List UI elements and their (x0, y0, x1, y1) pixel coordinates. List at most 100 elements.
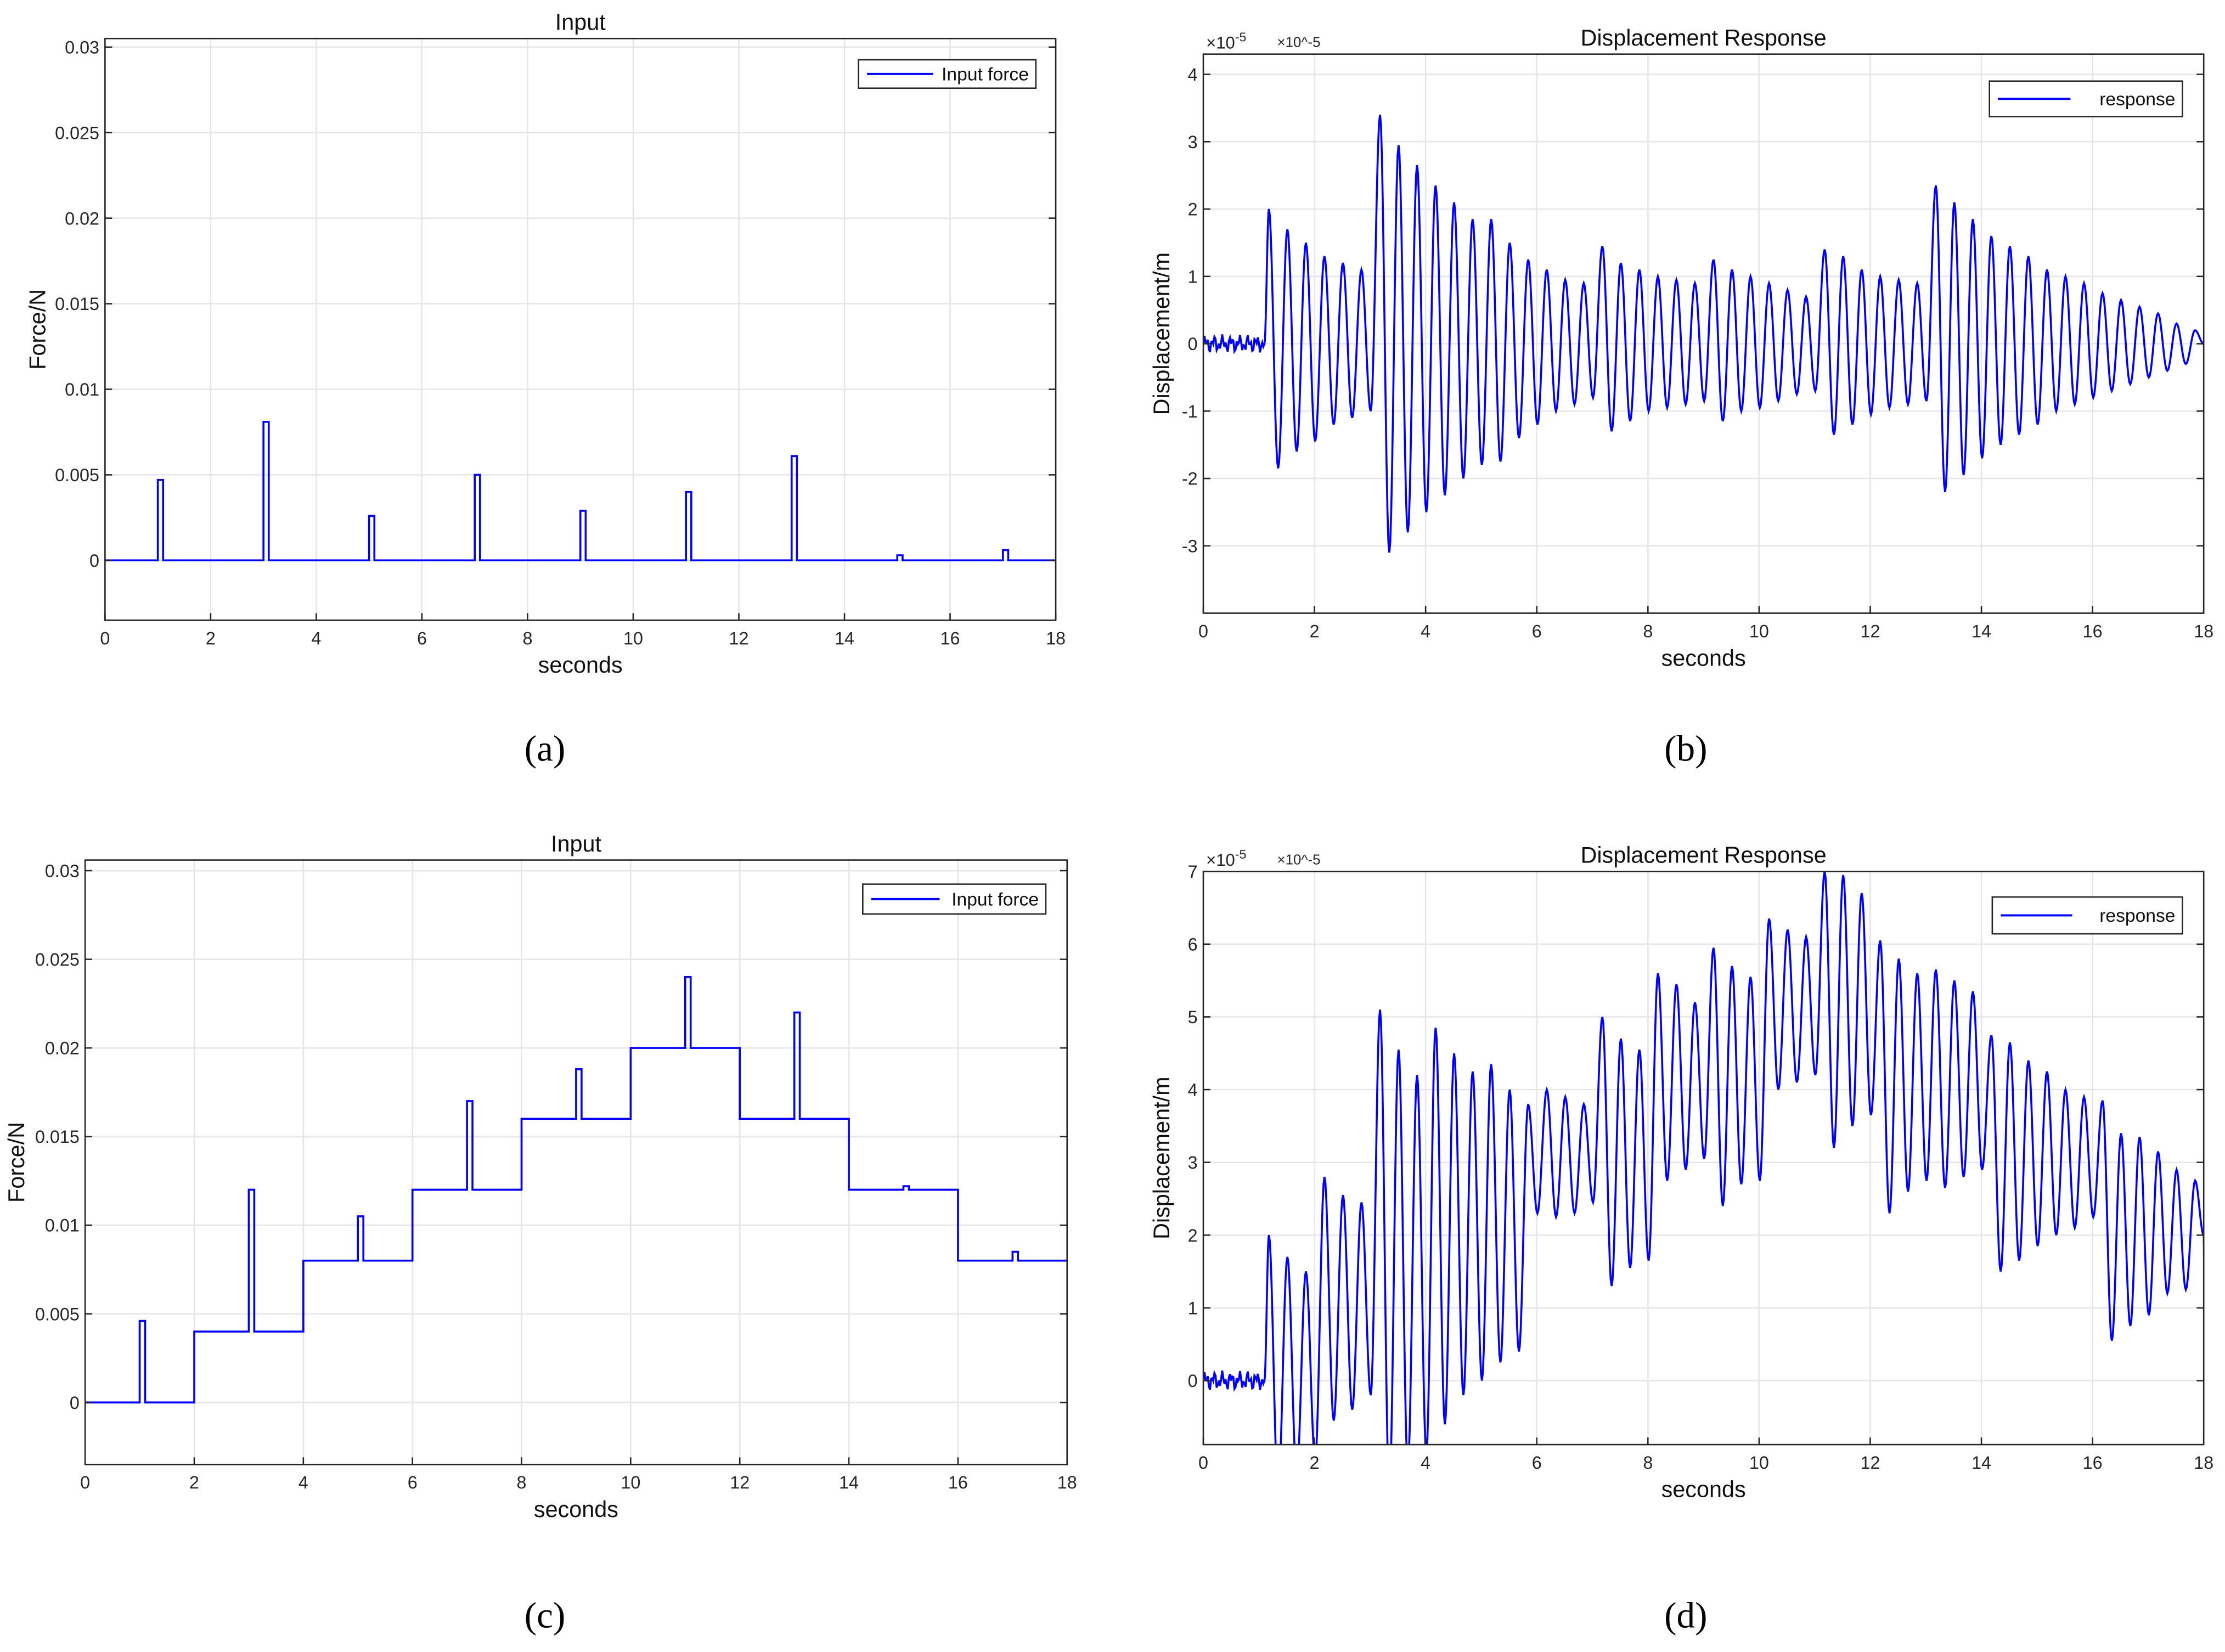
x-tick-label: 4 (298, 1473, 308, 1492)
series-line (85, 976, 1067, 1403)
y-tick-label: 3 (1188, 1153, 1198, 1172)
panel-label-d: (d) (1664, 1595, 1707, 1636)
y-tick-label: 0.01 (45, 1216, 80, 1236)
y-tick-label: 0.03 (45, 861, 80, 881)
y-axis-label: Force/N (25, 289, 50, 370)
y-tick-label: 4 (1188, 1080, 1198, 1100)
y-tick-label: 0 (70, 1393, 80, 1413)
x-tick-label: 8 (517, 1473, 527, 1492)
y-tick-label: 0 (1188, 334, 1198, 354)
x-tick-label: 16 (2083, 1453, 2103, 1473)
y-tick-label: 0.015 (35, 1127, 80, 1147)
y-tick-label: 2 (1188, 200, 1198, 219)
y-axis-label: Displacement/m (1149, 1076, 1174, 1239)
y-tick-label: 0.005 (55, 465, 99, 485)
x-tick-label: 6 (417, 628, 427, 648)
x-tick-label: 16 (948, 1473, 968, 1492)
legend: response (1989, 80, 2183, 117)
y-tick-label: 5 (1188, 1007, 1198, 1027)
y-tick-label: 1 (1188, 1298, 1198, 1318)
y-tick-label: 0.025 (35, 950, 80, 969)
y-multiplier-b: ×10-5 (1206, 30, 1246, 52)
x-tick-label: 8 (522, 628, 532, 648)
chart-a: 0 2 4 6 8 10 12 14 16 18 0 0.005 0.01 0.015 0.02 0.025 0… (25, 10, 1066, 678)
x-tick-label: 6 (408, 1473, 418, 1492)
y-axis-label: Force/N (4, 1122, 29, 1203)
y-tick-label: 7 (1188, 862, 1198, 882)
y-tick-label: 3 (1188, 132, 1198, 152)
x-tick-label: 12 (729, 628, 749, 648)
x-tick-label: 0 (80, 1473, 90, 1492)
y-tick-label: 6 (1188, 934, 1198, 954)
panel-label-b: (b) (1664, 728, 1707, 769)
legend-label: Input force (942, 65, 1029, 85)
x-tick-label: 0 (1198, 622, 1208, 641)
y-multiplier-text-d: ×10^-5 (1277, 852, 1320, 867)
x-axis-label: seconds (1661, 1477, 1746, 1502)
x-tick-label: 2 (206, 628, 216, 648)
x-tick-label: 4 (1421, 1453, 1430, 1473)
legend: Input force (862, 883, 1047, 915)
legend-box (858, 59, 1037, 89)
panel-label-c: (c) (525, 1595, 566, 1636)
x-tick-label: 0 (100, 628, 110, 648)
x-axis-label: seconds (1661, 645, 1746, 670)
x-tick-label: 14 (839, 1473, 859, 1492)
x-tick-label: 10 (1749, 622, 1769, 641)
x-tick-label: 18 (2194, 622, 2213, 641)
x-axis-label: seconds (538, 652, 623, 678)
x-tick-label: 2 (1310, 622, 1320, 641)
x-tick-label: 6 (1532, 1453, 1542, 1473)
x-tick-label: 16 (2083, 622, 2103, 641)
panel-label-a: (a) (525, 728, 566, 769)
x-tick-label: 10 (623, 628, 643, 648)
y-tick-label: 0.005 (35, 1304, 80, 1324)
x-tick-label: 8 (1643, 622, 1653, 641)
axes-box (1202, 53, 2205, 614)
axes-box (84, 859, 1068, 1465)
legend-label: Input force (951, 889, 1039, 910)
x-tick-label: 0 (1198, 1453, 1208, 1473)
y-tick-label: 0.02 (45, 1039, 80, 1058)
x-tick-label: 4 (1421, 622, 1430, 641)
y-multiplier-exponent: -5 (1235, 847, 1247, 861)
x-tick-label: 4 (311, 628, 321, 648)
y-multiplier-base: ×10 (1206, 850, 1235, 870)
axes-box (1202, 870, 2205, 1446)
y-axis-label: Displacement/m (1149, 252, 1174, 415)
legend-label: response (2099, 89, 2175, 110)
y-tick-label: 0.01 (65, 380, 99, 399)
axes-box (104, 37, 1057, 621)
y-multiplier-d: ×10-5 (1206, 847, 1246, 870)
chart-title: Displacement Response (1580, 25, 1826, 50)
x-tick-label: 14 (835, 628, 854, 648)
x-tick-label: 2 (1310, 1453, 1320, 1473)
x-tick-label: 14 (1971, 622, 1991, 641)
x-tick-label: 2 (189, 1473, 199, 1492)
y-tick-label: -2 (1182, 469, 1198, 489)
chart-title: Input (551, 831, 601, 856)
charts: 0 2 4 6 8 10 12 14 16 1800.0050.010.0150.020.0250… (4, 10, 2213, 1522)
y-multiplier-base: ×10 (1206, 33, 1235, 52)
y-tick-label: -3 (1182, 536, 1198, 556)
y-multiplier-text-b: ×10^-5 (1277, 35, 1320, 50)
x-tick-label: 14 (1971, 1453, 1991, 1473)
y-tick-label: 0.025 (55, 123, 99, 143)
legend: response (1991, 896, 2183, 935)
x-axis-label: seconds (534, 1497, 618, 1522)
x-tick-label: 18 (2194, 1453, 2213, 1473)
chart-c: 0 2 4 6 8 10 12 14 16 18 0 0.005 0.01 0.015 0.02 0.025 0… (4, 831, 1077, 1522)
y-tick-label: 4 (1188, 65, 1198, 84)
y-tick-label: 0.015 (55, 294, 99, 314)
plot-area (1203, 54, 2204, 613)
chart-title: Displacement Response (1580, 843, 1826, 868)
legend-label: response (2099, 906, 2175, 926)
series-line (105, 420, 1056, 562)
y-multiplier-exponent: -5 (1235, 30, 1247, 44)
legend: Input force (858, 59, 1037, 89)
y-tick-label: 1 (1188, 267, 1198, 286)
series-line (1203, 871, 2204, 1445)
series-line (1203, 114, 2204, 553)
plot-area (85, 860, 1067, 1465)
